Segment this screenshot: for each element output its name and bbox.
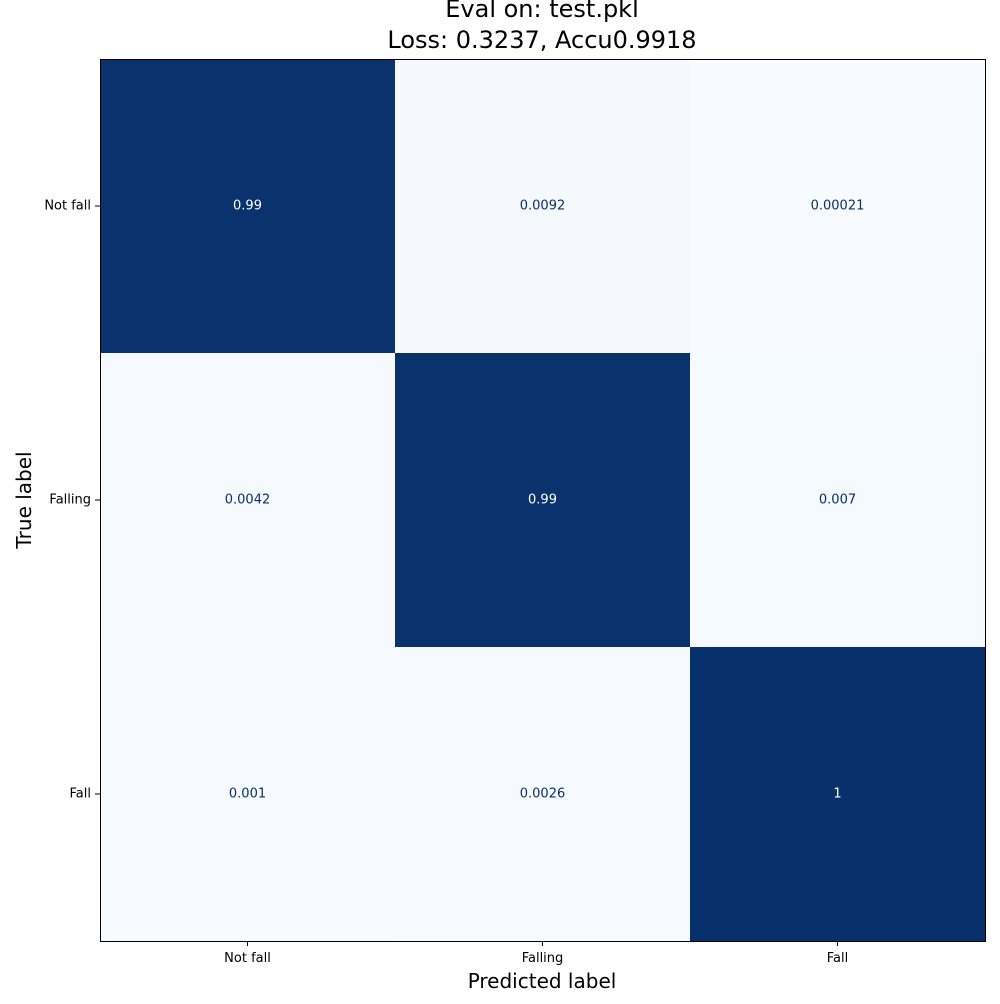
x-axis-ticks: Not fall Falling Fall xyxy=(224,941,848,966)
heatmap-value-label-r2-c2: 1 xyxy=(833,787,841,802)
x-tick-label-2: Fall xyxy=(827,951,848,966)
heatmap-cells xyxy=(100,59,986,942)
chart-title: Eval on: test.pkl Loss: 0.3237, Accu0.99… xyxy=(387,0,696,54)
heatmap-cell-r0-c0 xyxy=(100,59,396,354)
y-tick-label-0: Not fall xyxy=(44,199,91,214)
heatmap-cell-r1-c2 xyxy=(690,353,986,648)
y-axis-ticks: Not fall Falling Fall xyxy=(44,199,100,802)
heatmap-value-label-r0-c2: 0.00021 xyxy=(811,199,865,214)
heatmap-value-label-r1-c0: 0.0042 xyxy=(225,493,271,508)
heatmap-cell-r1-c0 xyxy=(100,353,396,648)
heatmap-value-label-r0-c0: 0.99 xyxy=(233,199,262,214)
chart-title-line-2: Loss: 0.3237, Accu0.9918 xyxy=(387,26,696,54)
x-tick-label-0: Not fall xyxy=(224,951,271,966)
heatmap-value-label-r1-c2: 0.007 xyxy=(819,493,856,508)
heatmap-value-label-r0-c1: 0.0092 xyxy=(520,199,566,214)
heatmap-cell-r2-c1 xyxy=(395,647,691,942)
heatmap-cell-r0-c2 xyxy=(690,59,986,354)
y-axis-label: True label xyxy=(12,451,36,549)
heatmap-value-label-r2-c1: 0.0026 xyxy=(520,787,566,802)
heatmap-cell-labels: 0.99 0.0092 0.00021 0.0042 0.99 0.007 0.001 0.0… xyxy=(225,199,865,802)
heatmap-cell-r2-c0 xyxy=(100,647,396,942)
heatmap-value-label-r2-c0: 0.001 xyxy=(229,787,266,802)
y-tick-label-1: Falling xyxy=(49,493,91,508)
x-axis-label: Predicted label xyxy=(468,969,617,993)
chart-title-line-1: Eval on: test.pkl xyxy=(445,0,639,23)
heatmap-cell-r1-c1 xyxy=(395,353,691,648)
heatmap-value-label-r1-c1: 0.99 xyxy=(528,493,557,508)
y-tick-label-2: Fall xyxy=(70,787,91,802)
x-tick-label-1: Falling xyxy=(522,951,564,966)
heatmap-cell-r0-c1 xyxy=(395,59,691,354)
heatmap-cell-r2-c2 xyxy=(690,647,986,942)
